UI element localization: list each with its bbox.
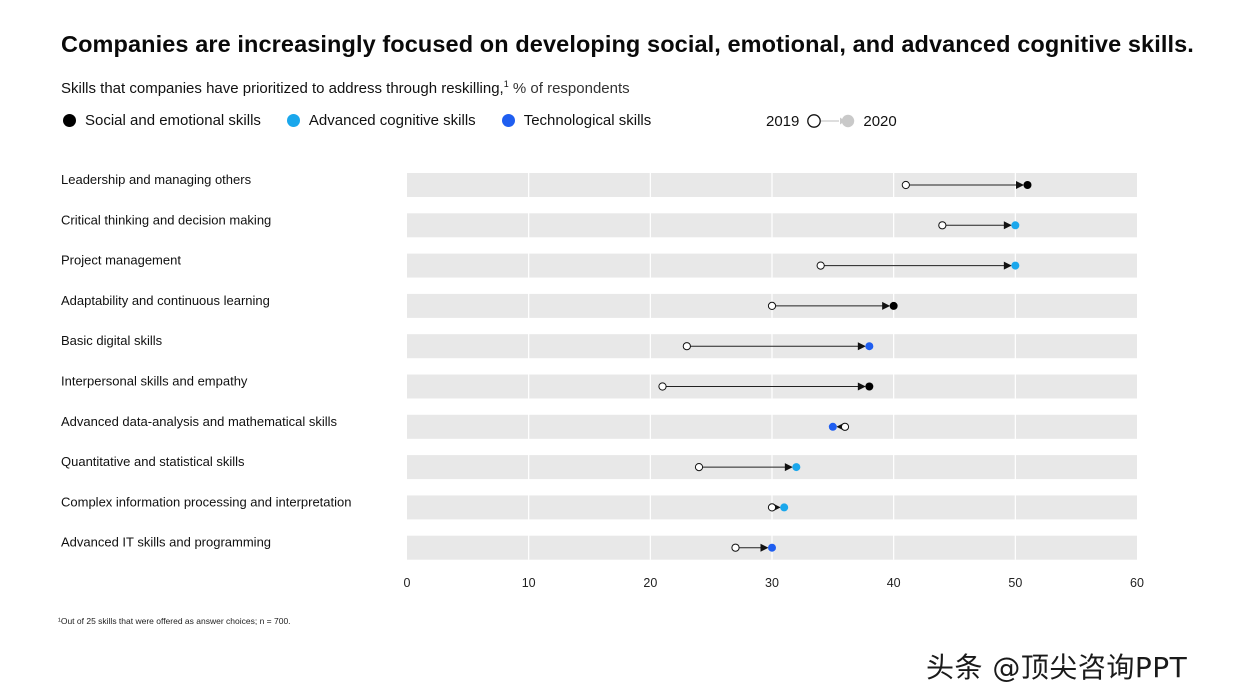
point-2020	[865, 382, 874, 391]
point-2020	[792, 463, 801, 472]
legend-label-cognitive: Advanced cognitive skills	[308, 112, 476, 129]
year-legend-filled-circle	[842, 114, 855, 128]
category-label: Advanced IT skills and programming	[61, 535, 271, 550]
category-label: Complex information processing and inter…	[61, 494, 352, 509]
category-label: Adaptability and continuous learning	[61, 293, 270, 308]
watermark: 头条 @顶尖咨询PPT	[926, 651, 1188, 684]
legend-item-tech: Technological skills	[501, 112, 652, 129]
point-2019	[658, 382, 667, 391]
point-2019	[694, 463, 704, 472]
connector-arrowhead	[1003, 221, 1012, 230]
connector-arrowhead	[1016, 181, 1024, 189]
point-2020	[780, 503, 789, 512]
category-label: Interpersonal skills and empathy	[61, 374, 248, 389]
year-legend-open-circle	[807, 114, 822, 128]
year-legend-to: 2020	[863, 112, 897, 130]
connector-arrowhead	[784, 463, 793, 472]
point-2020	[1011, 261, 1020, 270]
point-2019	[901, 180, 910, 190]
x-tick-label: 50	[1008, 576, 1022, 590]
point-2020	[828, 422, 837, 431]
x-tick-label: 0	[404, 576, 411, 590]
year-legend-arrow-icon	[807, 114, 855, 128]
legend-dot-cognitive	[286, 114, 300, 127]
year-legend: 2019 2020	[766, 112, 897, 130]
x-tick-label: 40	[887, 576, 901, 590]
category-label: Quantitative and statistical skills	[61, 454, 245, 469]
legend-dot-social	[63, 114, 76, 127]
row-labels: Leadership and managing others Critical t…	[61, 172, 352, 550]
subtitle-main: Skills that companies have prioritized t…	[61, 80, 504, 97]
connectors	[666, 181, 1024, 552]
connector-arrowhead	[857, 342, 866, 351]
year-legend-from: 2019	[766, 112, 800, 130]
point-2020	[768, 543, 776, 552]
x-tick-label: 60	[1130, 576, 1144, 590]
connector-arrowhead	[857, 382, 866, 391]
point-2019	[767, 503, 777, 512]
x-tick-label: 30	[765, 576, 779, 590]
connector-arrowhead	[760, 543, 769, 552]
category-label: Advanced data-analysis and mathematical …	[61, 414, 338, 429]
category-label: Project management	[61, 253, 181, 268]
point-2019	[816, 261, 825, 270]
point-2020	[1011, 221, 1020, 230]
footnote: ¹Out of 25 skills that were offered as a…	[58, 616, 291, 626]
legend-dot-tech	[501, 114, 515, 127]
legend-item-social: Social and emotional skills	[63, 112, 261, 129]
point-2020	[865, 342, 874, 351]
x-axis-ticks: 0 10 20 30 40 50 60	[404, 576, 1144, 590]
point-2019	[840, 422, 850, 431]
points	[658, 180, 1032, 552]
category-label: Critical thinking and decision making	[61, 212, 271, 227]
point-2019	[767, 301, 777, 310]
point-2019	[731, 543, 740, 552]
x-tick-label: 10	[522, 576, 536, 590]
gridlines	[528, 173, 1016, 560]
point-2019	[938, 221, 947, 230]
subtitle-footnote-marker: 1	[503, 79, 509, 89]
legend-label-tech: Technological skills	[523, 112, 652, 129]
point-2020	[1023, 181, 1032, 189]
category-label: Leadership and managing others	[61, 172, 252, 187]
point-2019	[682, 342, 691, 351]
point-2020	[889, 301, 898, 310]
category-legend: Social and emotional skills Advanced cog…	[63, 112, 677, 129]
chart-subtitle: Skills that companies have prioritized t…	[61, 79, 630, 97]
legend-label-social: Social and emotional skills	[85, 112, 261, 129]
chart-title: Companies are increasingly focused on de…	[61, 31, 1194, 57]
connector-arrowhead	[882, 301, 891, 310]
x-tick-label: 20	[643, 576, 657, 590]
connector-arrowhead	[1003, 261, 1012, 270]
legend-item-cognitive: Advanced cognitive skills	[286, 112, 476, 129]
subtitle-unit: % of respondents	[508, 80, 630, 97]
category-label: Basic digital skills	[61, 333, 163, 348]
